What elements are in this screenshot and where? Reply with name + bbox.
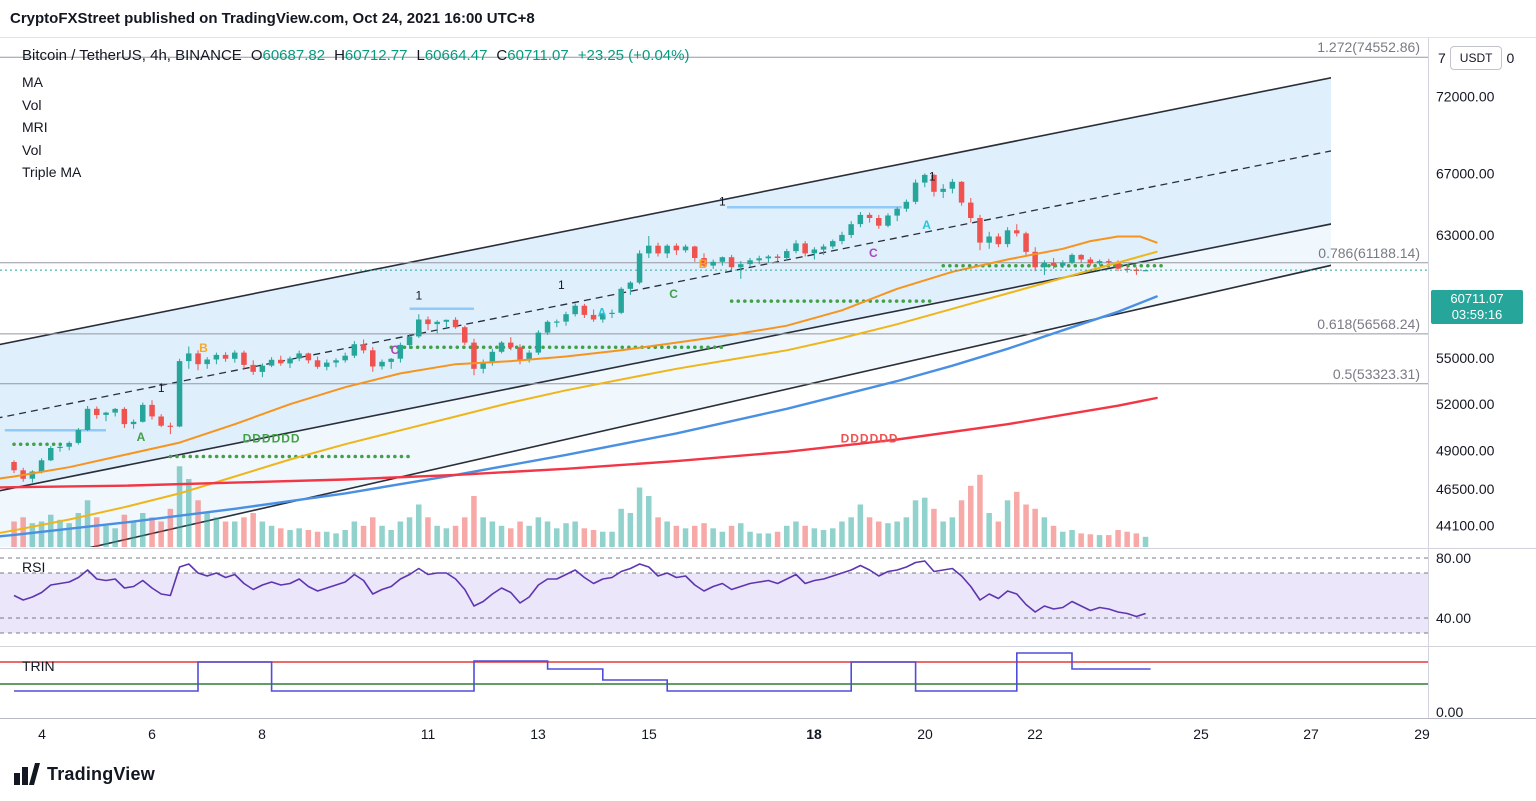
wave-marker[interactable]: A [922, 218, 931, 232]
trin-pane-label[interactable]: TRIN [22, 658, 55, 674]
price-axis-tick: 72000.00 [1436, 89, 1495, 105]
attribution-bar: CryptoFXStreet published on TradingView.… [0, 0, 1536, 37]
time-axis-label-6: 6 [148, 726, 156, 742]
time-axis-label-29: 29 [1414, 726, 1430, 742]
ohlc-close-value: 60711.07 [507, 47, 569, 64]
price-axis-top: 7 USDT 0 [1438, 46, 1514, 70]
bar-countdown: 03:59:16 [1451, 307, 1503, 322]
trin-line [14, 652, 1151, 692]
ma-line-MA-slow-gold [0, 250, 1158, 534]
chart-area[interactable]: 1.272(74552.86) 0.786(61188.14) 0.618(5656… [0, 37, 1536, 719]
indicator-legend: MA Vol MRI Vol Triple MA [22, 71, 81, 184]
time-axis-label-13: 13 [530, 726, 546, 742]
time-axis-label-27: 27 [1303, 726, 1319, 742]
ohlc-open-value: 60687.82 [262, 47, 326, 64]
wave-marker[interactable]: C [869, 246, 878, 260]
ma-line-MA-200-red [0, 396, 1158, 489]
symbol-title[interactable]: Bitcoin / TetherUS, 4h, BINANCE [22, 47, 242, 64]
indicator-item-mri[interactable]: MRI [22, 119, 48, 136]
indicator-item-vol-2[interactable]: Vol [22, 141, 42, 158]
wave-marker[interactable]: B [699, 257, 708, 271]
axis-partial-right: 0 [1506, 50, 1515, 66]
wave-marker[interactable]: 1 [719, 195, 726, 209]
indicator-item-vol-1[interactable]: Vol [22, 96, 42, 113]
ohlc-change: +23.25 (+0.04%) [577, 47, 690, 64]
fib-label: 0.618(56568.24) [1317, 316, 1420, 332]
time-axis-label-8: 8 [258, 726, 266, 742]
chart-canvas-holder[interactable]: 1.272(74552.86) 0.786(61188.14) 0.618(5656… [0, 38, 1536, 719]
tradingview-logo[interactable]: TradingView [14, 763, 155, 785]
trin-axis-tick: 0.00 [1436, 704, 1463, 719]
symbol-legend: Bitcoin / TetherUS, 4h, BINANCE O60687.82… [22, 47, 689, 64]
indicator-item-ma[interactable]: MA [22, 74, 43, 90]
wave-marker[interactable]: A [598, 306, 607, 320]
ohlc-high-label: H [334, 47, 345, 64]
wave-marker[interactable]: 1 [158, 381, 165, 395]
time-axis-label-15: 15 [641, 726, 657, 742]
wave-marker[interactable]: C [391, 343, 400, 357]
ohlc-close-label: C [496, 47, 508, 64]
ohlc-low-value: 60664.47 [424, 47, 488, 64]
footer-bar: TradingView [0, 752, 1536, 801]
last-price-badge: 60711.07 03:59:16 [1431, 290, 1523, 324]
ma-line-MA-100-blue [0, 295, 1158, 538]
price-axis-tick: 46500.00 [1436, 481, 1495, 497]
indicator-item-triple-ma[interactable]: Triple MA [22, 164, 82, 181]
trend-channel [0, 77, 1331, 547]
last-price-value: 60711.07 [1450, 291, 1504, 306]
fib-label: 0.786(61188.14) [1318, 245, 1420, 261]
price-axis-tick: 55000.00 [1436, 350, 1495, 366]
time-axis-label-4: 4 [38, 726, 46, 742]
price-axis-tick: 67000.00 [1436, 165, 1495, 181]
time-axis-label-20: 20 [917, 726, 933, 742]
wave-marker[interactable]: 1 [558, 278, 565, 292]
wave-marker[interactable]: C [669, 287, 678, 301]
time-axis-label-11: 11 [420, 726, 436, 742]
ddd-label[interactable]: DDDDDD [243, 432, 301, 446]
axis-partial-left: 7 [1438, 50, 1446, 66]
rsi-axis-tick: 40.00 [1436, 610, 1471, 626]
wave-marker[interactable]: B [199, 341, 208, 355]
volume-series [11, 466, 1149, 548]
chart-canvas[interactable]: 1.272(74552.86) 0.786(61188.14) 0.618(5656… [0, 38, 1536, 719]
price-axis-tick: 63000.00 [1436, 227, 1495, 243]
rsi-line [13, 560, 1146, 618]
rsi-pane-label[interactable]: RSI [22, 559, 46, 575]
tradingview-logo-icon [14, 763, 40, 785]
ohlc-high-value: 60712.77 [344, 47, 408, 64]
ohlc-low-label: L [416, 47, 425, 64]
ma-line-MA-fast-orange [0, 235, 1158, 480]
price-axis-tick: 49000.00 [1436, 442, 1495, 458]
currency-toggle-button[interactable]: USDT [1449, 46, 1503, 70]
time-axis-label-22: 22 [1027, 726, 1043, 742]
ohlc-open-label: O [250, 47, 263, 64]
tradingview-wordmark: TradingView [47, 763, 155, 784]
rsi-axis-tick: 80.00 [1436, 550, 1471, 566]
time-axis-label-18: 18 [806, 726, 822, 742]
price-axis-tick: 52000.00 [1436, 396, 1495, 412]
fib-label: 0.5(53323.31) [1333, 366, 1420, 382]
time-axis[interactable]: 4 6 8 11 13 15 18 20 22 25 27 29 [0, 718, 1536, 753]
wave-marker[interactable]: 1 [929, 169, 936, 183]
wave-marker[interactable]: 1 [415, 289, 422, 303]
wave-marker[interactable]: A [137, 430, 146, 444]
rsi-band [0, 573, 1428, 633]
time-axis-label-25: 25 [1193, 726, 1209, 742]
fib-label: 1.272(74552.86) [1317, 39, 1420, 55]
ddd-label[interactable]: DDDDDD [841, 432, 899, 446]
price-axis-tick: 44100.00 [1436, 518, 1495, 534]
